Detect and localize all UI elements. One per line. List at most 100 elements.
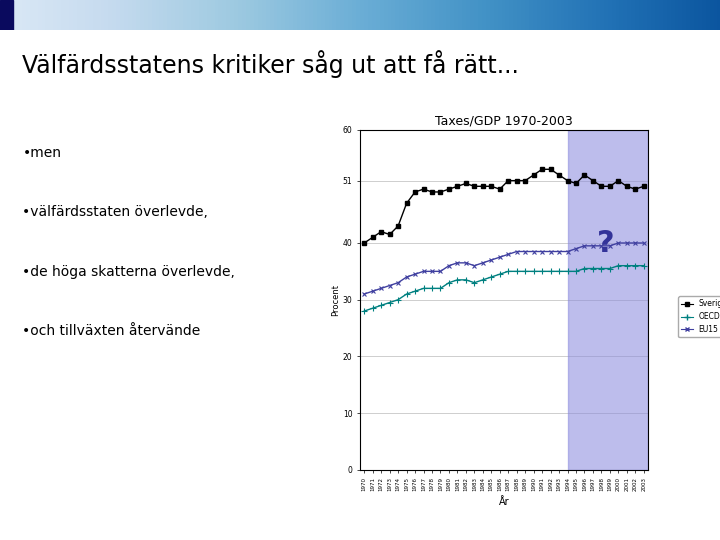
- OECD: [419, 285, 428, 292]
- EU15: [589, 242, 598, 249]
- Text: Välfärdsstatens kritiker såg ut att få rätt...: Välfärdsstatens kritiker såg ut att få r…: [22, 50, 518, 78]
- Sverige: [614, 177, 623, 184]
- EU15: [597, 242, 606, 249]
- Text: •de höga skatterna överlevde,: •de höga skatterna överlevde,: [22, 265, 235, 279]
- Sverige: [453, 183, 462, 190]
- Sverige: [369, 234, 377, 241]
- EU15: [428, 268, 436, 274]
- EU15: [513, 248, 521, 255]
- X-axis label: År: År: [499, 497, 509, 507]
- OECD: [563, 268, 572, 274]
- Bar: [567, 130, 648, 470]
- EU15: [402, 274, 411, 280]
- EU15: [495, 254, 504, 260]
- OECD: [554, 268, 563, 274]
- Sverige: [580, 172, 589, 178]
- Sverige: [377, 228, 385, 235]
- Text: •och tillväxten återvände: •och tillväxten återvände: [22, 324, 201, 338]
- Sverige: [479, 183, 487, 190]
- Sverige: [495, 186, 504, 192]
- OECD: [614, 262, 623, 269]
- EU15: [606, 242, 614, 249]
- OECD: [470, 280, 479, 286]
- EU15: [410, 271, 419, 278]
- OECD: [402, 291, 411, 297]
- OECD: [428, 285, 436, 292]
- OECD: [639, 262, 648, 269]
- OECD: [495, 271, 504, 278]
- Sverige: [639, 183, 648, 190]
- OECD: [623, 262, 631, 269]
- Sverige: [487, 183, 495, 190]
- EU15: [521, 248, 529, 255]
- OECD: [453, 276, 462, 283]
- Line: OECD: OECD: [361, 263, 647, 314]
- EU15: [538, 248, 546, 255]
- Sverige: [394, 222, 402, 229]
- Text: ?: ?: [597, 228, 614, 258]
- EU15: [479, 260, 487, 266]
- OECD: [504, 268, 513, 274]
- Line: Sverige: Sverige: [362, 167, 646, 245]
- EU15: [385, 282, 394, 289]
- Sverige: [513, 177, 521, 184]
- EU15: [504, 251, 513, 258]
- EU15: [614, 240, 623, 246]
- OECD: [589, 265, 598, 272]
- Line: EU15: EU15: [362, 240, 646, 296]
- OECD: [606, 265, 614, 272]
- Sverige: [470, 183, 479, 190]
- Sverige: [385, 231, 394, 238]
- EU15: [487, 256, 495, 263]
- EU15: [436, 268, 445, 274]
- Sverige: [428, 189, 436, 195]
- EU15: [377, 285, 385, 292]
- EU15: [529, 248, 538, 255]
- Bar: [0, 0, 13, 30]
- Y-axis label: Procent: Procent: [330, 284, 340, 316]
- OECD: [360, 308, 369, 314]
- EU15: [419, 268, 428, 274]
- Sverige: [572, 180, 580, 187]
- OECD: [369, 305, 377, 312]
- OECD: [445, 280, 454, 286]
- OECD: [479, 276, 487, 283]
- Sverige: [504, 177, 513, 184]
- EU15: [470, 262, 479, 269]
- EU15: [639, 240, 648, 246]
- OECD: [572, 268, 580, 274]
- OECD: [385, 299, 394, 306]
- Sverige: [538, 166, 546, 173]
- EU15: [631, 240, 639, 246]
- Sverige: [563, 177, 572, 184]
- Sverige: [529, 172, 538, 178]
- Sverige: [606, 183, 614, 190]
- Sverige: [623, 183, 631, 190]
- OECD: [538, 268, 546, 274]
- Text: •men: •men: [22, 146, 61, 160]
- OECD: [521, 268, 529, 274]
- EU15: [394, 280, 402, 286]
- OECD: [394, 296, 402, 303]
- OECD: [436, 285, 445, 292]
- EU15: [623, 240, 631, 246]
- Sverige: [546, 166, 555, 173]
- Sverige: [360, 240, 369, 246]
- EU15: [580, 242, 589, 249]
- Title: Taxes/GDP 1970-2003: Taxes/GDP 1970-2003: [435, 114, 573, 127]
- Sverige: [589, 177, 598, 184]
- Sverige: [462, 180, 470, 187]
- OECD: [580, 265, 589, 272]
- OECD: [377, 302, 385, 309]
- EU15: [546, 248, 555, 255]
- OECD: [410, 288, 419, 294]
- EU15: [369, 288, 377, 294]
- EU15: [563, 248, 572, 255]
- Sverige: [445, 186, 454, 192]
- Text: •välfärdsstaten överlevde,: •välfärdsstaten överlevde,: [22, 205, 208, 219]
- Sverige: [419, 186, 428, 192]
- Legend: Sverige, OECD, EU15: Sverige, OECD, EU15: [678, 296, 720, 337]
- Sverige: [597, 183, 606, 190]
- Sverige: [521, 177, 529, 184]
- Sverige: [436, 189, 445, 195]
